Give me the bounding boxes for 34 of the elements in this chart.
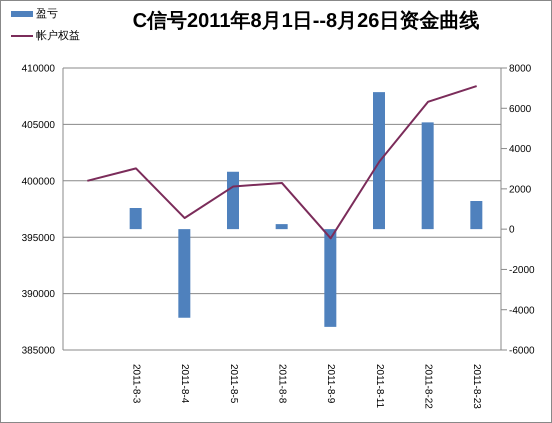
y-tick-label: 385000 <box>22 346 56 357</box>
x-tick-label: 2011-8-8 <box>276 364 288 404</box>
bar <box>324 229 336 327</box>
x-tick-label: 2011-8-23 <box>471 364 482 410</box>
legend-label: 盈亏 <box>36 8 58 20</box>
y2-tick-label: -4000 <box>509 305 536 316</box>
y-tick-label: 400000 <box>22 176 56 188</box>
x-tick-label: 2011-8-4 <box>179 364 190 404</box>
y-tick-label: 395000 <box>22 232 56 244</box>
legend-label: 帐户权益 <box>36 30 80 42</box>
y-tick-label: 405000 <box>22 120 56 131</box>
x-tick-label: 2011-8-3 <box>130 364 142 404</box>
x-tick-label: 2011-8-5 <box>228 364 239 404</box>
x-tick-label: 2011-8-9 <box>325 364 336 404</box>
chart-title: C信号2011年8月1日--8月26日资金曲线 <box>132 9 480 34</box>
y2-tick-label: 8000 <box>509 64 532 75</box>
bar <box>276 224 288 230</box>
x-tick-label: 2011-8-11 <box>374 364 385 409</box>
bar <box>422 122 434 230</box>
y2-tick-label: 4000 <box>509 144 532 156</box>
bar <box>227 172 239 230</box>
y2-tick-label: 2000 <box>509 184 532 196</box>
y-tick-label: 390000 <box>22 289 56 300</box>
bar <box>470 200 482 230</box>
y-tick-label: 410000 <box>22 64 56 75</box>
y2-tick-label: 6000 <box>509 104 532 115</box>
line-series <box>86 85 478 240</box>
y2-tick-label: -6000 <box>509 346 536 357</box>
bar <box>130 208 142 230</box>
y2-tick-label: -2000 <box>509 264 536 276</box>
x-tick-label: 2011-8-22 <box>422 364 434 410</box>
bar <box>178 229 190 318</box>
bar <box>373 92 385 230</box>
y2-tick-label: 0 <box>509 224 515 236</box>
